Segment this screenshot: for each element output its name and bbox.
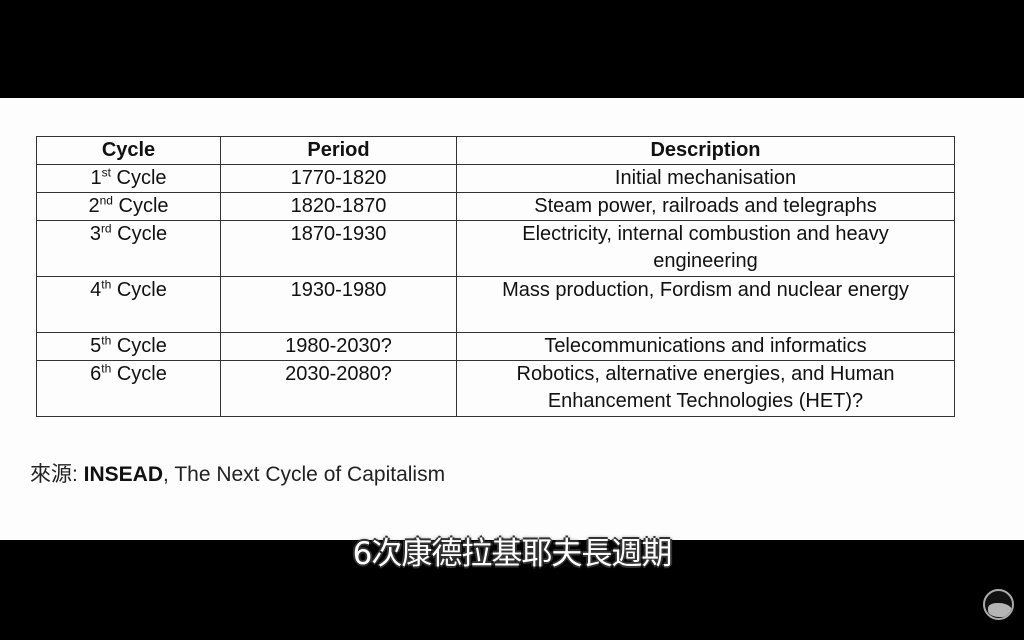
cycle-cell: 6th Cycle [36,360,221,417]
cycle-cell: 1st Cycle [36,164,221,193]
cycle-cell: 3rd Cycle [36,220,221,277]
description-cell: Telecommunications and informatics [456,332,955,361]
cycle-cell: 4th Cycle [36,276,221,333]
source-citation: 來源: INSEAD, The Next Cycle of Capitalism [30,458,445,488]
kondratiev-cycles-table: Cycle Period Description 1st Cycle 1770-… [36,136,955,417]
table-row: 4th Cycle 1930-1980 Mass production, For… [36,276,955,333]
period-cell: 1870-1930 [220,220,457,277]
source-prefix: 來源: [30,463,84,486]
period-cell: 1770-1820 [220,164,457,193]
description-cell: Mass production, Fordism and nuclear ene… [456,276,955,333]
period-cell: 1930-1980 [220,276,457,333]
header-cycle: Cycle [36,136,221,165]
table-row: 5th Cycle 1980-2030? Telecommunications … [36,332,955,361]
table-row: 1st Cycle 1770-1820 Initial mechanisatio… [36,164,955,193]
table-row: 6th Cycle 2030-2080? Robotics, alternati… [36,360,955,417]
header-description: Description [456,136,955,165]
cycle-cell: 5th Cycle [36,332,221,361]
cycle-cell: 2nd Cycle [36,192,221,221]
period-cell: 1820-1870 [220,192,457,221]
description-cell: Steam power, railroads and telegraphs [456,192,955,221]
slide: Cycle Period Description 1st Cycle 1770-… [0,98,1024,540]
description-cell: Electricity, internal combustion and hea… [456,220,955,277]
video-subtitle: 6次康德拉基耶夫長週期 [352,536,673,572]
channel-logo-icon [983,589,1014,620]
period-cell: 1980-2030? [220,332,457,361]
period-cell: 2030-2080? [220,360,457,417]
source-title: , The Next Cycle of Capitalism [163,463,446,486]
source-org: INSEAD [83,463,164,486]
header-period: Period [220,136,457,165]
description-cell: Robotics, alternative energies, and Huma… [456,360,955,417]
description-cell: Initial mechanisation [456,164,955,193]
table-row: 3rd Cycle 1870-1930 Electricity, interna… [36,220,955,277]
table-header-row: Cycle Period Description [36,136,955,165]
table-row: 2nd Cycle 1820-1870 Steam power, railroa… [36,192,955,221]
